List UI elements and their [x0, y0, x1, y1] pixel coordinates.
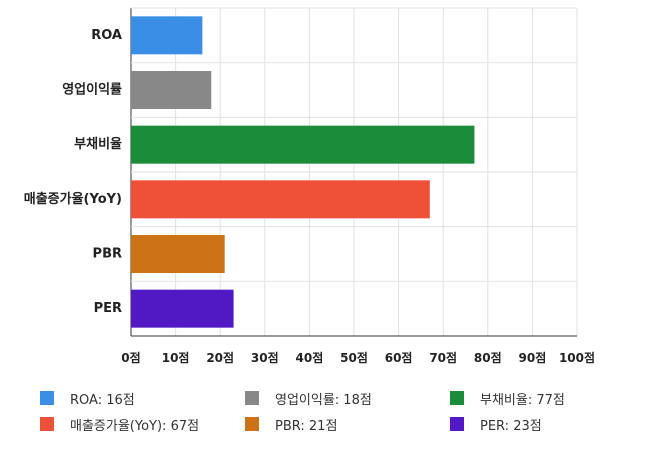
x-tick-label: 0점 [121, 350, 140, 365]
legend-swatch [450, 417, 464, 431]
legend-item[interactable]: 부채비율: 77점 [450, 388, 565, 408]
x-tick-label: 70점 [429, 350, 457, 365]
legend-label: 영업이익률: 18점 [275, 392, 372, 408]
category-label: PER [94, 301, 122, 316]
bar[interactable] [131, 235, 225, 273]
legend-item[interactable]: PBR: 21점 [245, 414, 337, 434]
grid [130, 7, 578, 337]
category-label: PBR [93, 247, 122, 262]
bar[interactable] [131, 125, 475, 164]
x-tick-label: 10점 [162, 350, 190, 365]
bar[interactable] [131, 71, 212, 109]
legend-swatch [245, 391, 259, 405]
legend-item[interactable]: 매출증가율(YoY): 67점 [40, 414, 199, 434]
category-label: 영업이익률 [62, 82, 122, 98]
legend-swatch [245, 417, 259, 431]
x-tick-label: 60점 [385, 350, 413, 365]
legend-swatch [40, 391, 54, 405]
x-tick-label: 40점 [296, 350, 324, 365]
legend-label: PER: 23점 [480, 418, 542, 434]
legend-label: ROA: 16점 [70, 392, 135, 408]
x-tick-label: 100점 [559, 350, 595, 365]
x-tick-label: 90점 [519, 350, 547, 365]
legend-label: 매출증가율(YoY): 67점 [70, 418, 200, 434]
x-tick-label: 30점 [251, 350, 279, 365]
bar[interactable] [131, 289, 234, 328]
legend-item[interactable]: 영업이익률: 18점 [245, 388, 372, 408]
x-tick-labels: 0점 10점 20점 30점 40점 50점 60점 70점 80점 90점 100점 [121, 350, 595, 365]
legend-swatch [40, 417, 54, 431]
legend-item[interactable]: PER: 23점 [450, 414, 542, 434]
legend-label: 부채비율: 77점 [480, 392, 565, 408]
x-tick-label: 20점 [206, 350, 234, 365]
category-label: 부채비율 [74, 136, 122, 152]
legend-swatch [450, 391, 464, 405]
x-tick-label: 50점 [340, 350, 368, 365]
bar[interactable] [131, 180, 430, 219]
legend-item[interactable]: ROA: 16점 [40, 388, 135, 408]
category-label: ROA [91, 28, 122, 43]
bar[interactable] [131, 16, 203, 55]
category-label: 매출증가율(YoY) [24, 191, 122, 207]
bars [131, 16, 475, 328]
x-tick-label: 80점 [474, 350, 502, 365]
legend-label: PBR: 21점 [275, 418, 338, 434]
